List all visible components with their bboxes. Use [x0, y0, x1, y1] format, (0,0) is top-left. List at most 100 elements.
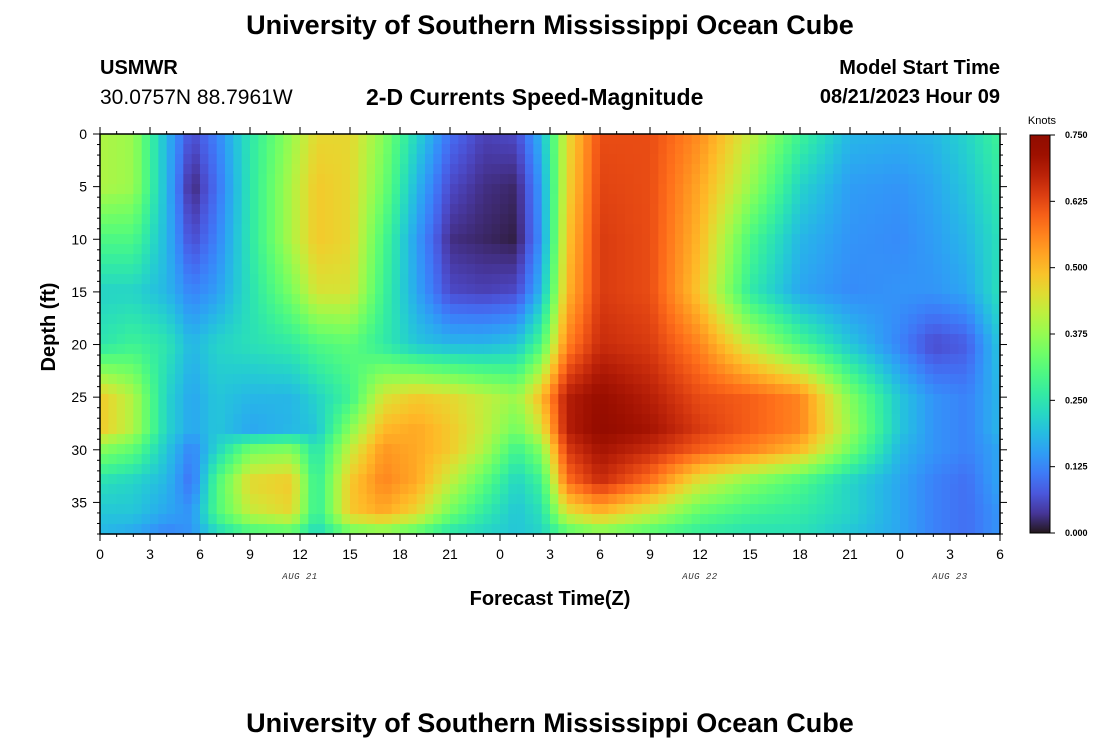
heatmap-cell [483, 384, 493, 395]
heatmap-cell [466, 394, 476, 405]
heatmap-cell [266, 304, 276, 315]
heatmap-cell [641, 404, 651, 415]
heatmap-cell [933, 164, 943, 175]
heatmap-cell [966, 234, 976, 245]
heatmap-cell [125, 294, 134, 305]
heatmap-cell [650, 424, 659, 435]
heatmap-cell [650, 194, 659, 205]
heatmap-cell [450, 434, 459, 445]
heatmap-cell [125, 474, 134, 485]
heatmap-cell [750, 404, 759, 415]
heatmap-cell [125, 514, 134, 525]
heatmap-cell [725, 204, 734, 215]
heatmap-cell [466, 234, 476, 245]
heatmap-cell [550, 264, 559, 275]
heatmap-cell [766, 364, 776, 375]
heatmap-cell [191, 484, 201, 495]
heatmap-cell [166, 214, 176, 225]
heatmap-cell [400, 194, 409, 205]
heatmap-cell [391, 184, 401, 195]
heatmap-cell [183, 444, 193, 455]
heatmap-cell [533, 194, 543, 205]
heatmap-cell [150, 254, 159, 265]
heatmap-cell [800, 434, 809, 445]
heatmap-cell [800, 404, 809, 415]
heatmap-cell [725, 174, 734, 185]
heatmap-cell [233, 504, 243, 515]
heatmap-cell [541, 374, 551, 385]
heatmap-cell [958, 454, 968, 465]
heatmap-cell [350, 244, 359, 255]
heatmap-cell [741, 264, 751, 275]
heatmap-cell [116, 314, 126, 325]
heatmap-cell [166, 424, 176, 435]
heatmap-cell [458, 404, 468, 415]
heatmap-cell [175, 464, 184, 475]
heatmap-cell [383, 374, 393, 385]
heatmap-cell [341, 384, 351, 395]
heatmap-cell [350, 484, 359, 495]
heatmap-cell [683, 304, 693, 315]
heatmap-cell [816, 384, 826, 395]
heatmap-cell [708, 134, 718, 145]
heatmap-cell [775, 324, 784, 335]
heatmap-cell [225, 454, 234, 465]
heatmap-cell [200, 174, 209, 185]
heatmap-cell [100, 134, 109, 145]
heatmap-cell [691, 274, 701, 285]
heatmap-cell [325, 294, 334, 305]
heatmap-cell [658, 164, 668, 175]
heatmap-cell [333, 434, 343, 445]
heatmap-cell [325, 474, 334, 485]
heatmap-cell [550, 364, 559, 375]
heatmap-cell [925, 464, 934, 475]
heatmap-cell [766, 214, 776, 225]
heatmap-cell [433, 184, 443, 195]
heatmap-cell [141, 354, 151, 365]
heatmap-cell [266, 384, 276, 395]
heatmap-cell [683, 184, 693, 195]
heatmap-cell [275, 184, 284, 195]
heatmap-cell [933, 224, 943, 235]
heatmap-cell [516, 274, 526, 285]
heatmap-cell [275, 514, 284, 525]
heatmap-cell [658, 314, 668, 325]
heatmap-cell [466, 244, 476, 255]
heatmap-cell [783, 414, 793, 425]
heatmap-cell [675, 474, 684, 485]
heatmap-cell [150, 334, 159, 345]
heatmap-cell [991, 294, 1001, 305]
heatmap-cell [400, 254, 409, 265]
heatmap-cell [583, 304, 593, 315]
heatmap-cell [208, 374, 218, 385]
heatmap-cell [450, 444, 459, 455]
heatmap-cell [100, 394, 109, 405]
heatmap-cell [925, 314, 934, 325]
heatmap-cell [400, 174, 409, 185]
heatmap-cell [241, 394, 251, 405]
heatmap-cell [666, 254, 676, 265]
heatmap-cell [358, 204, 368, 215]
heatmap-cell [533, 184, 543, 195]
heatmap-cell [416, 134, 426, 145]
heatmap-cell [808, 374, 818, 385]
heatmap-cell [841, 324, 851, 335]
heatmap-cell [341, 474, 351, 485]
heatmap-cell [258, 254, 268, 265]
heatmap-cell [266, 224, 276, 235]
heatmap-cell [625, 284, 634, 295]
heatmap-cell [208, 274, 218, 285]
heatmap-cell [375, 204, 384, 215]
heatmap-cell [883, 324, 893, 335]
heatmap-cell [341, 144, 351, 155]
heatmap-cell [683, 444, 693, 455]
heatmap-cell [983, 524, 993, 535]
colorbar-label: 0.500 [1065, 263, 1088, 273]
heatmap-cell [975, 374, 984, 385]
heatmap-cell [958, 404, 968, 415]
heatmap-cell [716, 404, 726, 415]
heatmap-cell [775, 144, 784, 155]
heatmap-cell [291, 214, 301, 225]
heatmap-cell [941, 364, 951, 375]
heatmap-cell [433, 374, 443, 385]
